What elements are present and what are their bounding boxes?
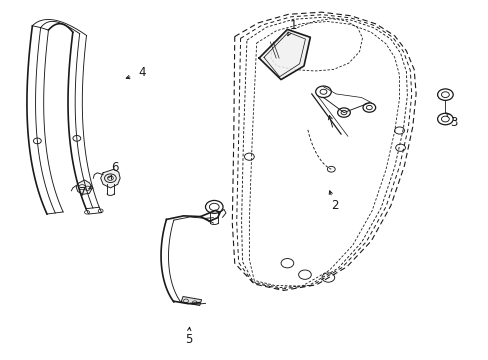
Text: 6: 6 — [111, 161, 119, 174]
Text: 1: 1 — [289, 19, 296, 32]
Text: 7: 7 — [79, 186, 86, 199]
Polygon shape — [259, 30, 310, 80]
Polygon shape — [76, 180, 92, 194]
Polygon shape — [181, 297, 201, 306]
Text: 2: 2 — [330, 199, 338, 212]
Polygon shape — [101, 169, 120, 188]
Text: 5: 5 — [184, 333, 192, 346]
Text: 3: 3 — [449, 116, 457, 129]
Text: 4: 4 — [138, 66, 145, 79]
